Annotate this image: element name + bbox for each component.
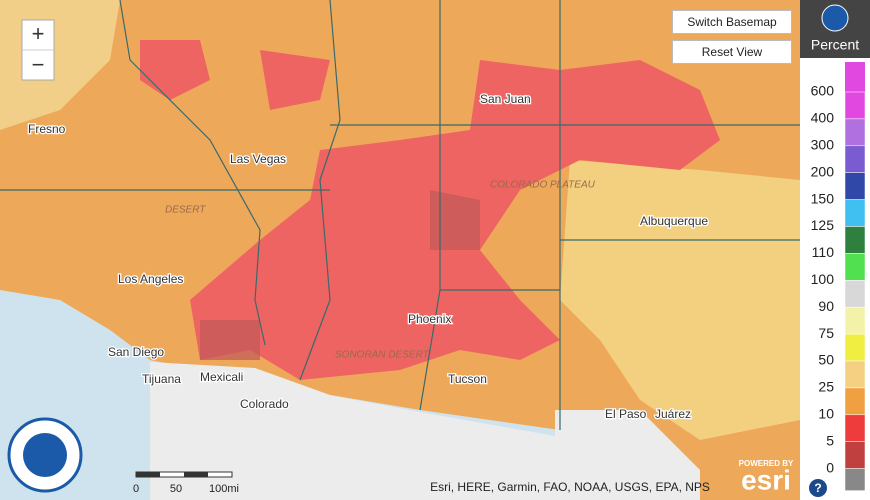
legend-label: 5 [826, 432, 834, 448]
legend-swatch [844, 280, 866, 308]
mexico [150, 362, 700, 500]
legend-label: 125 [811, 217, 835, 233]
legend-swatch [844, 441, 866, 469]
legend-title: Percent [811, 37, 859, 53]
legend-swatch [844, 414, 866, 442]
place-label: Juárez [655, 407, 691, 421]
place-label: Tijuana [142, 372, 181, 386]
scale-bar [135, 471, 233, 478]
help-text[interactable]: ? [814, 481, 821, 495]
place-label: Albuquerque [640, 214, 708, 228]
place-label: Mexicali [200, 370, 243, 384]
legend-swatch [844, 333, 866, 362]
place-label: Phoenix [408, 312, 451, 326]
legend-swatch [844, 226, 866, 254]
place-label: San Diego [108, 345, 164, 359]
place-label: COLORADO PLATEAU [490, 180, 596, 191]
reset-view[interactable]: Reset View [672, 40, 792, 64]
legend-label: 50 [818, 352, 834, 368]
legend-swatch [845, 62, 865, 92]
legend-swatch [844, 172, 866, 200]
zoom-in[interactable]: + [32, 21, 45, 46]
legend-label: 110 [812, 244, 835, 260]
zoom-out[interactable]: − [32, 52, 45, 77]
legend-label: 300 [811, 137, 835, 153]
place-label: El Paso [605, 407, 647, 421]
switch-basemap[interactable]: Switch Basemap [672, 10, 792, 34]
dry-area [140, 40, 330, 110]
boundaries [0, 0, 800, 430]
legend-label: 75 [818, 325, 834, 341]
esri-powered: POWERED BY [739, 459, 794, 468]
legend-swatch [844, 118, 866, 147]
legend-label: 25 [818, 379, 834, 395]
place-label: DESERT [165, 205, 206, 216]
legend-label: 100 [811, 271, 835, 287]
place-label: San Juan [480, 92, 531, 106]
legend-label: 200 [811, 163, 835, 179]
noaa-icon [821, 4, 849, 32]
wet-area [560, 160, 800, 440]
legend-label: 400 [811, 110, 835, 126]
place-label: Tucson [448, 372, 487, 386]
legend-swatch [844, 360, 866, 389]
legend-label: 0 [826, 459, 834, 475]
legend-swatch [844, 145, 866, 173]
noaa-logo-inner [23, 433, 67, 477]
legend-swatch [844, 306, 866, 335]
place-label: Las Vegas [230, 152, 286, 166]
place-label: Colorado [240, 397, 289, 411]
scale-mid: 50 [170, 483, 182, 495]
esri-logo[interactable]: esri [741, 464, 791, 495]
scale-end: 100mi [209, 483, 239, 495]
legend-label: 600 [811, 83, 835, 99]
legend-swatch [844, 253, 866, 281]
driest-area [200, 190, 480, 360]
legend-swatch [844, 91, 866, 120]
legend-swatch [844, 199, 866, 227]
place-label: Los Angeles [118, 272, 183, 286]
legend-label: 10 [818, 406, 834, 422]
scale-start: 0 [133, 483, 139, 495]
legend-swatch [844, 387, 866, 416]
legend-label: 90 [818, 298, 834, 314]
help-button[interactable] [809, 479, 827, 497]
place-label: SONORAN DESERT [335, 350, 430, 361]
legend-swatch [844, 468, 866, 491]
legend-label: 150 [811, 190, 835, 206]
place-label: Fresno [28, 122, 66, 136]
attribution: Esri, HERE, Garmin, FAO, NOAA, USGS, EPA… [430, 480, 710, 494]
